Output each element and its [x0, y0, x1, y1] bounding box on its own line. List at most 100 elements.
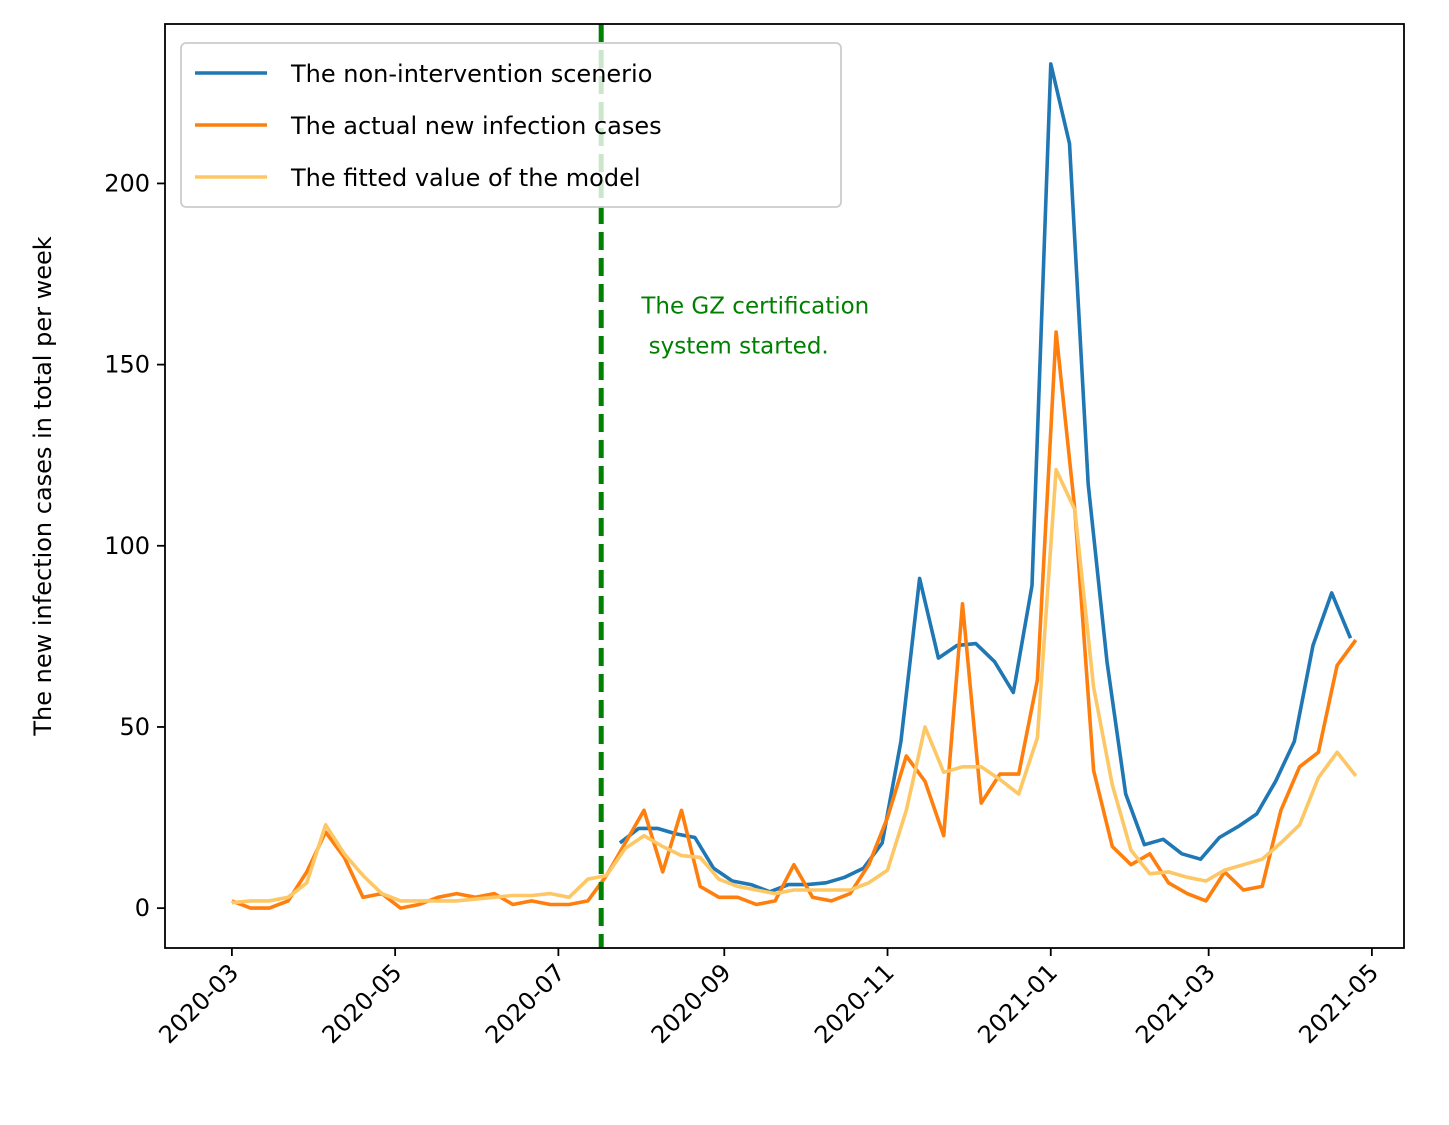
- y-tick-label: 50: [119, 713, 150, 741]
- data-point: [436, 899, 440, 903]
- data-point: [642, 834, 646, 838]
- data-point: [904, 754, 908, 758]
- annotation-line-2: system started.: [641, 333, 828, 359]
- series-line-actual: [231, 330, 1358, 910]
- data-point: [1298, 765, 1302, 769]
- data-point: [618, 841, 622, 845]
- data-point: [1335, 750, 1339, 754]
- data-point: [661, 845, 665, 849]
- data-point: [567, 895, 571, 899]
- data-point: [249, 899, 253, 903]
- data-point: [867, 863, 871, 867]
- data-point: [1105, 660, 1109, 664]
- annotation-line-1: The GZ certification: [640, 293, 869, 319]
- y-tick-label: 150: [104, 351, 150, 379]
- legend-label: The non-intervention scenerio: [290, 60, 652, 88]
- annotation-text: The GZ certification system started.: [640, 293, 869, 359]
- data-point: [586, 877, 590, 881]
- data-point: [1217, 836, 1221, 840]
- data-point: [1204, 899, 1208, 903]
- legend-label: The actual new infection cases: [290, 112, 662, 140]
- data-point: [1260, 857, 1264, 861]
- data-point: [886, 816, 890, 820]
- data-point: [1298, 823, 1302, 827]
- data-point: [1279, 841, 1283, 845]
- data-point: [492, 895, 496, 899]
- data-point: [305, 881, 309, 885]
- data-point: [286, 899, 290, 903]
- data-point: [267, 899, 271, 903]
- data-point: [605, 874, 609, 878]
- data-point: [1167, 870, 1171, 874]
- data-point: [1124, 792, 1128, 796]
- data-point: [548, 892, 552, 896]
- legend-box: [180, 42, 842, 208]
- data-point: [417, 903, 421, 907]
- series-line-fitted: [231, 467, 1358, 905]
- y-axis-label: The new infection cases in total per wee…: [29, 236, 57, 736]
- data-point: [623, 846, 627, 850]
- data-point: [1035, 736, 1039, 740]
- data-point: [637, 826, 641, 830]
- data-point: [586, 899, 590, 903]
- data-point: [1017, 772, 1021, 776]
- data-point: [736, 884, 740, 888]
- data-point: [324, 823, 328, 827]
- data-point: [230, 901, 234, 905]
- data-point: [923, 725, 927, 729]
- data-point: [1054, 330, 1058, 334]
- data-point: [773, 892, 777, 896]
- data-point: [380, 892, 384, 896]
- data-point: [1274, 779, 1278, 783]
- data-point: [998, 772, 1002, 776]
- data-point: [361, 874, 365, 878]
- data-point: [1311, 643, 1315, 647]
- data-point: [399, 899, 403, 903]
- data-point: [455, 899, 459, 903]
- data-point: [754, 903, 758, 907]
- data-point: [918, 576, 922, 580]
- data-point: [942, 834, 946, 838]
- data-point: [680, 808, 684, 812]
- y-tick-label: 100: [104, 532, 150, 560]
- data-point: [843, 875, 847, 879]
- data-point: [880, 841, 884, 845]
- data-point: [824, 881, 828, 885]
- data-point: [717, 895, 721, 899]
- data-point: [1092, 768, 1096, 772]
- data-point: [974, 642, 978, 646]
- data-point: [1185, 875, 1189, 879]
- data-point: [1049, 62, 1053, 66]
- data-point: [1030, 584, 1034, 588]
- data-point: [530, 899, 534, 903]
- data-point: [1279, 808, 1283, 812]
- y-tick-label: 200: [104, 169, 150, 197]
- data-point: [399, 906, 403, 910]
- data-point: [942, 770, 946, 774]
- data-point: [1292, 740, 1296, 744]
- data-point: [792, 888, 796, 892]
- legend: The non-intervention scenerio The actual …: [180, 42, 842, 208]
- data-point: [867, 881, 871, 885]
- data-point: [1236, 825, 1240, 829]
- legend-label: The fitted value of the model: [290, 164, 641, 192]
- data-point: [1204, 879, 1208, 883]
- data-point: [249, 906, 253, 910]
- data-point: [979, 765, 983, 769]
- data-point: [698, 884, 702, 888]
- data-point: [1354, 638, 1358, 642]
- data-point: [342, 852, 346, 856]
- data-point: [1148, 872, 1152, 876]
- data-point: [1129, 863, 1133, 867]
- data-point: [511, 894, 515, 898]
- data-point: [567, 903, 571, 907]
- data-point: [792, 863, 796, 867]
- data-point: [1129, 848, 1133, 852]
- data-point: [1185, 892, 1189, 896]
- data-point: [1110, 783, 1114, 787]
- data-point: [1017, 792, 1021, 796]
- data-point: [1035, 678, 1039, 682]
- data-point: [1241, 888, 1245, 892]
- data-point: [511, 903, 515, 907]
- data-point: [979, 801, 983, 805]
